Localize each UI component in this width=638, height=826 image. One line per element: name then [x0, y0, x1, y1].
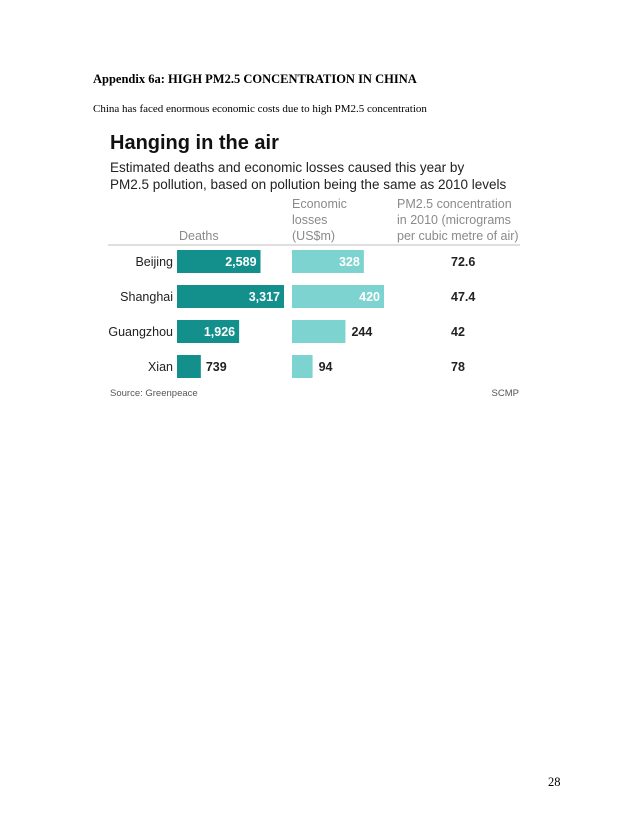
deaths-value-guangzhou: 1,926: [204, 325, 235, 339]
pm25-chart-svg: Hanging in the air Estimated deaths and …: [108, 132, 520, 399]
deaths-column-header: Deaths: [179, 229, 219, 243]
deaths-value-beijing: 2,589: [225, 255, 256, 269]
losses-header-line-1: Economic: [292, 197, 347, 211]
losses-header-line-2: losses: [292, 213, 327, 227]
chart-subtitle-line-2: PM2.5 pollution, based on pollution bein…: [110, 177, 507, 192]
losses-bar-xian: [292, 355, 313, 378]
pm25-value-guangzhou: 42: [451, 325, 465, 339]
pm25-chart: Hanging in the air Estimated deaths and …: [108, 128, 520, 404]
losses-value-beijing: 328: [339, 255, 360, 269]
losses-value-xian: 94: [319, 360, 333, 374]
deaths-value-xian: 739: [206, 360, 227, 374]
city-label-xian: Xian: [148, 360, 173, 374]
chart-subtitle-line-1: Estimated deaths and economic losses cau…: [110, 160, 464, 175]
page-number: 28: [548, 775, 561, 789]
intro-text: China has faced enormous economic costs …: [93, 103, 427, 115]
losses-value-shanghai: 420: [359, 290, 380, 304]
chart-rows: Beijing 2,589 328 72.6 Shanghai 3,317 420 47.4 G…: [108, 250, 475, 378]
city-label-shanghai: Shanghai: [120, 290, 173, 304]
city-label-beijing: Beijing: [135, 255, 173, 269]
deaths-bar-shanghai: [177, 285, 284, 308]
pm-header-line-1: PM2.5 concentration: [397, 197, 512, 211]
chart-credit: SCMP: [492, 388, 519, 399]
deaths-bar-beijing: [177, 250, 261, 273]
deaths-value-shanghai: 3,317: [249, 290, 280, 304]
losses-bar-guangzhou: [292, 320, 346, 343]
pm25-value-xian: 78: [451, 360, 465, 374]
pm-header-line-3: per cubic metre of air): [397, 229, 519, 243]
pm25-value-shanghai: 47.4: [451, 290, 475, 304]
losses-header-line-3: (US$m): [292, 229, 335, 243]
losses-bar-beijing: [292, 250, 364, 273]
pm-header-line-2: in 2010 (micrograms: [397, 213, 511, 227]
appendix-heading: Appendix 6a: HIGH PM2.5 CONCENTRATION IN…: [93, 72, 417, 86]
deaths-bar-guangzhou: [177, 320, 240, 343]
city-label-guangzhou: Guangzhou: [108, 325, 173, 339]
deaths-bar-xian: [177, 355, 201, 378]
losses-value-guangzhou: 244: [351, 325, 372, 339]
losses-bar-shanghai: [292, 285, 384, 308]
chart-source: Source: Greenpeace: [110, 388, 198, 399]
chart-title: Hanging in the air: [110, 132, 279, 154]
pm25-value-beijing: 72.6: [451, 255, 475, 269]
